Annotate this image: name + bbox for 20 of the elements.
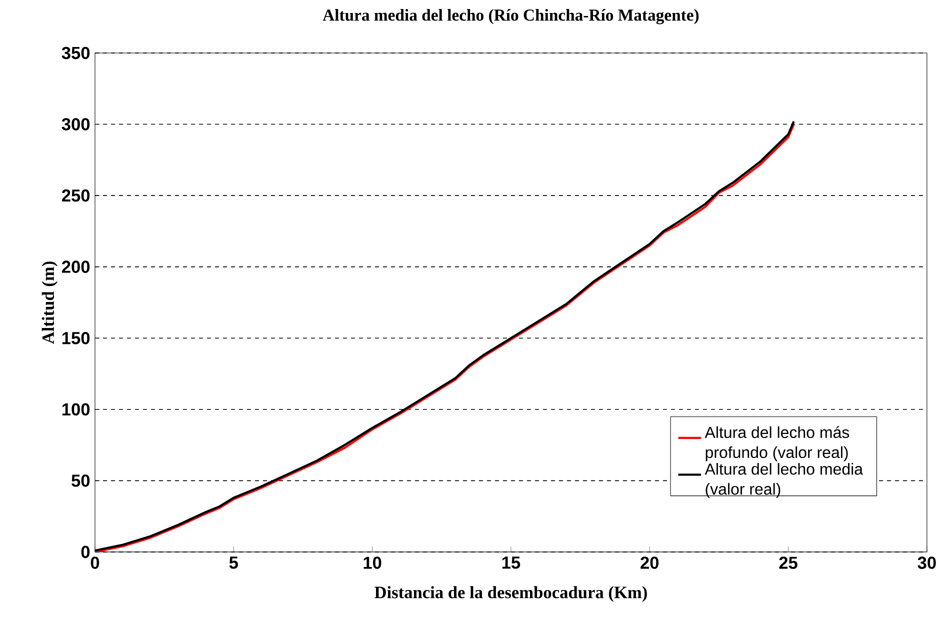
x-tick-label: 15 xyxy=(502,556,520,569)
y-tick-label: 150 xyxy=(62,332,90,344)
x-tick-label: 0 xyxy=(90,556,100,569)
legend-label: Altura del lecho media (valor real) xyxy=(704,463,864,498)
x-tick-label: 25 xyxy=(779,556,798,569)
x-tick-label: 20 xyxy=(640,556,659,569)
y-tick-label: 300 xyxy=(62,118,90,130)
x-tick-label: 5 xyxy=(229,556,238,569)
y-tick-label: 0 xyxy=(81,546,90,558)
chart-title: Altura media del lecho (Río Chincha-Río Matagente) xyxy=(322,9,699,24)
y-tick-label: 250 xyxy=(62,189,90,202)
y-tick-label: 50 xyxy=(72,474,90,487)
y-tick-label: 350 xyxy=(62,46,90,60)
y-tick-label: 200 xyxy=(62,260,90,273)
legend-label: Altura del lecho más profundo (valor real) xyxy=(704,426,850,462)
x-tick-label: 30 xyxy=(918,556,936,569)
x-axis-title: Distancia de la desembocadura (Km) xyxy=(374,586,647,602)
x-tick-label: 10 xyxy=(364,556,382,569)
y-axis-title: Altitud (m) xyxy=(42,262,58,344)
y-tick-label: 100 xyxy=(62,403,90,416)
